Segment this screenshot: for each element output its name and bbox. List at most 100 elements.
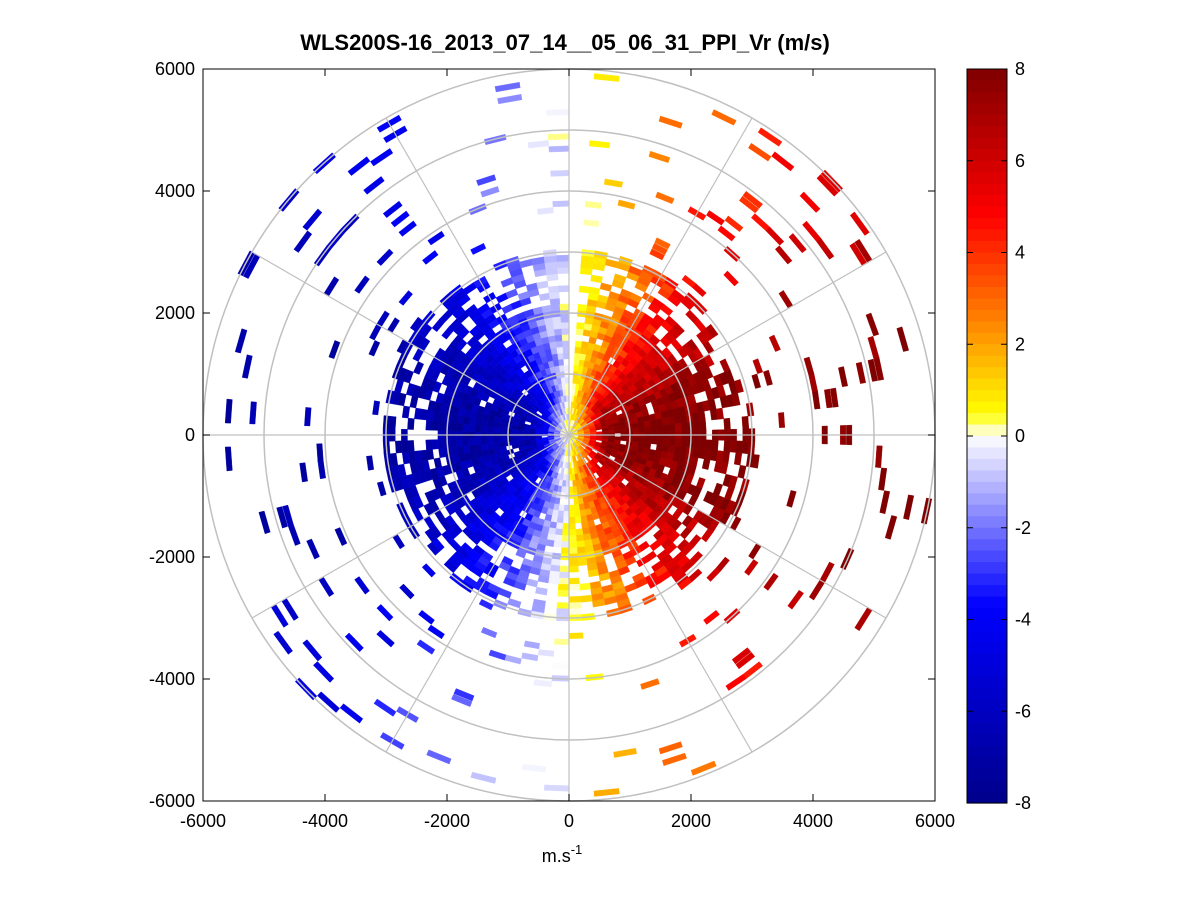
- velocity-cell-2467: [560, 315, 570, 323]
- colorbar-step-53: [967, 676, 1007, 689]
- velocity-cell-1177: [574, 510, 581, 518]
- colorbar-step-12: [967, 206, 1007, 219]
- colorbar-step-16: [967, 252, 1007, 265]
- colorbar-step-54: [967, 688, 1007, 701]
- x-tick-label-4: 2000: [671, 811, 711, 831]
- velocity-cell-632: [620, 436, 628, 442]
- velocity-cell-1244: [556, 608, 570, 616]
- velocity-cell-2429: [558, 358, 565, 366]
- velocity-cell-17: [576, 322, 585, 330]
- velocity-cell-640: [668, 438, 676, 447]
- colorbar-step-40: [967, 527, 1007, 540]
- colorbar-step-58: [967, 734, 1007, 747]
- velocity-cell-505: [751, 373, 762, 389]
- velocity-cell-580: [638, 426, 646, 433]
- velocity-cell-1969: [234, 328, 248, 354]
- velocity-cell-1235: [560, 541, 570, 549]
- x-tick-label-6: 6000: [915, 811, 955, 831]
- colorbar-step-31: [967, 424, 1007, 437]
- colorbar-step-9: [967, 172, 1007, 185]
- y-tick-label-5: -4000: [149, 669, 195, 689]
- x-tick-label-5: 4000: [793, 811, 833, 831]
- y-tick-label-2: 2000: [155, 303, 195, 323]
- colorbar-step-56: [967, 711, 1007, 724]
- velocity-cell-1826: [437, 439, 445, 449]
- velocity-cell-1882: [407, 417, 415, 430]
- velocity-cell-1273: [547, 576, 560, 585]
- velocity-cell-1164: [613, 748, 637, 758]
- velocity-cell-583: [656, 424, 664, 433]
- spoke-11: [385, 117, 570, 436]
- velocity-cell-1942: [241, 354, 253, 379]
- velocity-cell-136: [655, 191, 675, 204]
- velocity-cell-1811: [529, 435, 536, 440]
- colorbar-step-28: [967, 390, 1007, 403]
- velocity-cell-581: [644, 426, 652, 433]
- velocity-cell-1818: [486, 437, 494, 444]
- velocity-cell-1264: [555, 522, 564, 530]
- velocity-cell-1821: [468, 438, 476, 446]
- velocity-cell-316: [816, 174, 839, 197]
- velocity-cell-976: [678, 577, 693, 591]
- velocity-cell-1879: [437, 421, 445, 431]
- velocity-cell-1271: [549, 564, 561, 573]
- velocity-cell-2436: [552, 316, 562, 324]
- colorbar-step-20: [967, 298, 1007, 311]
- velocity-cell-681: [878, 467, 888, 491]
- velocity-cell-2308: [470, 243, 487, 255]
- velocity-cell-551: [631, 422, 639, 429]
- velocity-cell-1467: [416, 639, 436, 655]
- velocity-cell-1876: [456, 422, 464, 432]
- colorbar-step-15: [967, 241, 1007, 254]
- velocity-cell-2401: [552, 359, 560, 367]
- velocity-cell-1212: [568, 577, 580, 585]
- velocity-cell-1233: [561, 529, 570, 536]
- velocity-cell-2230: [363, 176, 385, 195]
- colorbar-step-6: [967, 137, 1007, 150]
- velocity-cell-651: [741, 440, 750, 455]
- colorbar-step-50: [967, 642, 1007, 655]
- colorbar-step-46: [967, 596, 1007, 609]
- velocity-cell-1216: [568, 608, 582, 616]
- colorbar-step-51: [967, 653, 1007, 666]
- velocity-cell-1871: [486, 426, 494, 433]
- y-tick-label-6: -6000: [149, 791, 195, 811]
- velocity-cell-506: [763, 369, 773, 386]
- velocity-cell-2410: [541, 304, 552, 313]
- velocity-cell-653: [875, 445, 883, 468]
- colorbar-step-10: [967, 183, 1007, 196]
- velocity-cell-593: [778, 412, 786, 428]
- velocity-cell-567: [824, 388, 833, 409]
- velocity-cell-107: [648, 150, 671, 163]
- colorbar-step-41: [967, 539, 1007, 552]
- colorbar-step-3: [967, 103, 1007, 116]
- velocity-cell-1234: [561, 535, 570, 542]
- velocity-cell-12: [574, 352, 581, 360]
- velocity-cell-568: [830, 387, 839, 408]
- velocity-cell-1872: [480, 425, 488, 433]
- velocity-cell-1270: [550, 558, 561, 567]
- velocity-cell-1306: [521, 652, 539, 662]
- colorbar-step-44: [967, 573, 1007, 586]
- colorbar-step-45: [967, 585, 1007, 598]
- x-tick-label-3: 0: [564, 811, 574, 831]
- velocity-cell-2433: [554, 334, 563, 342]
- velocity-cell-2478: [546, 109, 570, 116]
- velocity-cell-257: [742, 190, 763, 209]
- velocity-cell-1181: [576, 540, 585, 548]
- velocity-cell-2167: [376, 248, 394, 266]
- velocity-cell-2231: [347, 156, 371, 176]
- velocity-cell-1694: [334, 527, 348, 546]
- colorbar-step-60: [967, 757, 1007, 770]
- colorbar-step-36: [967, 481, 1007, 494]
- velocity-cell-1182: [576, 546, 586, 554]
- velocity-cell-1552: [399, 583, 415, 600]
- velocity-cell-1869: [498, 427, 506, 433]
- velocity-cell-1883: [388, 415, 397, 430]
- colorbar-tick-label-5: -2: [1015, 518, 1031, 538]
- colorbar: 8 6 4 2 0 -2 -4 -6 -8: [966, 59, 1031, 813]
- velocity-cell-2432: [555, 340, 564, 348]
- velocity-cell-1874: [468, 424, 476, 432]
- velocity-cell-554: [649, 419, 658, 427]
- velocity-cell-2448: [527, 140, 550, 149]
